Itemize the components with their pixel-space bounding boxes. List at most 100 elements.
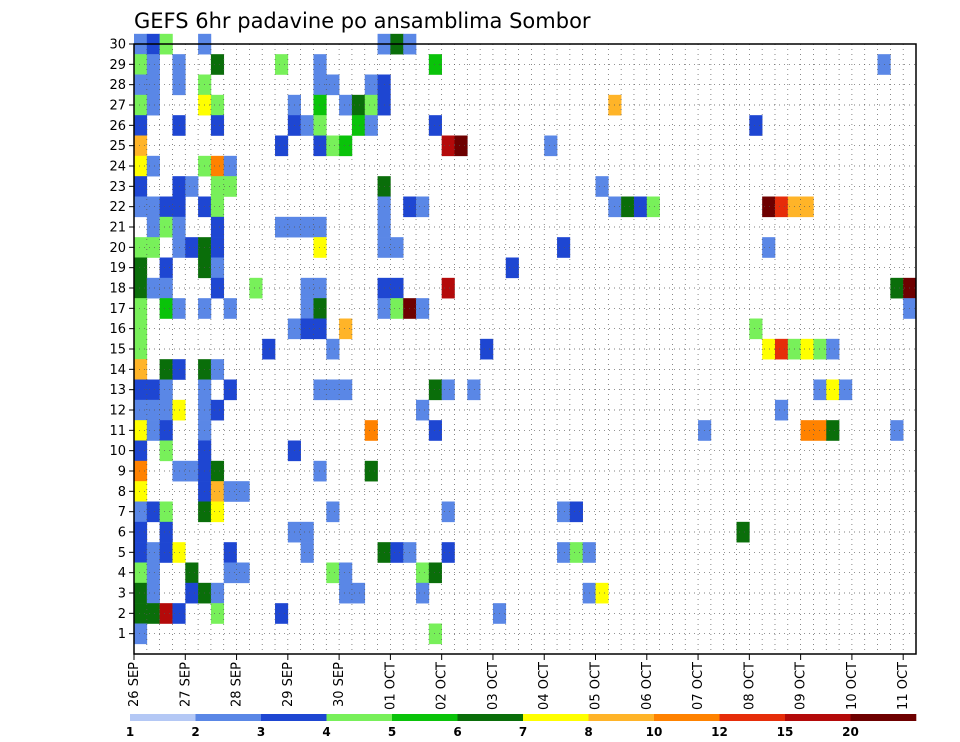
y-tick-label: 6 <box>118 526 126 541</box>
heatmap-cell <box>134 277 148 299</box>
heatmap-cell <box>428 623 442 645</box>
heatmap-cell <box>839 379 853 401</box>
heatmap-cell <box>890 420 904 441</box>
colorbar-label: 4 <box>322 725 330 739</box>
heatmap-cell <box>595 582 609 604</box>
heatmap-cell <box>313 318 327 340</box>
y-tick-label: 10 <box>109 444 126 459</box>
heatmap-cell <box>646 196 660 218</box>
heatmap-cell <box>210 460 225 482</box>
heatmap-cell <box>774 338 789 360</box>
heatmap-cell <box>300 542 314 563</box>
heatmap-cell <box>505 257 519 279</box>
heatmap-cell <box>441 501 455 523</box>
heatmap-cell <box>223 155 237 177</box>
heatmap-cell <box>441 542 455 563</box>
heatmap-cell <box>428 379 442 401</box>
heatmap-cell <box>557 501 571 523</box>
heatmap-cell <box>185 582 199 604</box>
heatmap-cell <box>146 196 160 218</box>
colorbar-swatch <box>130 714 196 721</box>
heatmap-cell <box>326 74 340 96</box>
heatmap-cell <box>223 298 237 319</box>
colorbar-swatch <box>457 714 524 721</box>
heatmap-cell <box>223 176 237 197</box>
heatmap-cell <box>146 399 160 421</box>
colorbar-label: 6 <box>453 725 461 739</box>
y-tick-label: 21 <box>109 221 126 236</box>
heatmap-cell <box>210 216 225 238</box>
heatmap-cell <box>428 562 442 584</box>
heatmap-cell <box>159 420 173 441</box>
y-tick-label: 17 <box>109 302 126 317</box>
colorbar-label: 8 <box>584 725 592 739</box>
heatmap-cell <box>210 115 225 136</box>
heatmap-cell <box>134 521 148 543</box>
heatmap-cell <box>146 379 160 401</box>
y-tick-label: 19 <box>109 261 126 276</box>
heatmap-cell <box>326 135 340 157</box>
heatmap-cell <box>441 135 455 157</box>
heatmap-cell <box>210 481 225 502</box>
heatmap-cell <box>185 176 199 197</box>
heatmap-cell <box>416 399 430 421</box>
heatmap-cell <box>774 399 789 421</box>
y-tick-label: 2 <box>118 607 126 622</box>
y-tick-label: 16 <box>109 322 126 337</box>
heatmap-cell <box>223 379 237 401</box>
heatmap-cell <box>364 74 378 96</box>
heatmap-cell <box>146 501 160 523</box>
heatmap-cell <box>146 155 160 177</box>
heatmap-cell <box>210 237 225 258</box>
heatmap-cell <box>390 298 404 319</box>
y-axis: 1234567891011121314151617181920212223242… <box>109 38 134 642</box>
heatmap-cell <box>210 94 225 116</box>
heatmap-cell <box>134 257 148 279</box>
x-tick-label: 26 SEP <box>127 662 142 707</box>
colorbar-swatch <box>785 714 851 721</box>
heatmap-cell <box>134 399 148 421</box>
colorbar-label: 10 <box>646 725 663 739</box>
heatmap-cell <box>595 176 609 197</box>
heatmap-cell <box>621 196 635 218</box>
heatmap-cell <box>159 501 173 523</box>
y-tick-label: 28 <box>109 78 126 93</box>
heatmap-cell <box>313 115 327 136</box>
heatmap-cell <box>544 135 558 157</box>
heatmap-cell <box>159 216 173 238</box>
heatmap-cell <box>275 603 289 624</box>
heatmap-cell <box>364 115 378 136</box>
colorbar-label: 2 <box>191 725 199 739</box>
colorbar-swatch <box>392 714 458 721</box>
heatmap-cell <box>569 542 583 563</box>
heatmap-cell <box>210 155 225 177</box>
y-tick-label: 26 <box>109 119 126 134</box>
heatmap-cell <box>313 74 327 96</box>
x-tick-label: 11 OCT <box>896 662 911 710</box>
heatmap-cell <box>134 501 148 523</box>
heatmap-cells <box>134 33 917 645</box>
heatmap-cell <box>159 521 173 543</box>
heatmap-cell <box>313 460 327 482</box>
heatmap-cell <box>185 562 199 584</box>
heatmap-cell <box>134 379 148 401</box>
heatmap-cell <box>313 94 327 116</box>
heatmap-cell <box>134 74 148 96</box>
heatmap-cell <box>159 277 173 299</box>
heatmap-cell <box>416 582 430 604</box>
heatmap-cell <box>185 460 199 482</box>
x-tick-label: 06 OCT <box>640 662 655 710</box>
heatmap-cell <box>146 542 160 563</box>
heatmap-cell <box>275 54 289 75</box>
heatmap-cell <box>210 359 225 380</box>
heatmap-cell <box>390 277 404 299</box>
heatmap-cell <box>313 379 327 401</box>
heatmap-cell <box>569 501 583 523</box>
y-tick-label: 8 <box>118 485 126 500</box>
heatmap-cell <box>300 216 314 238</box>
heatmap-cell <box>236 481 250 502</box>
heatmap-cell <box>800 338 814 360</box>
heatmap-cell <box>146 94 160 116</box>
x-tick-label: 10 OCT <box>845 662 860 710</box>
x-tick-label: 29 SEP <box>281 662 296 707</box>
